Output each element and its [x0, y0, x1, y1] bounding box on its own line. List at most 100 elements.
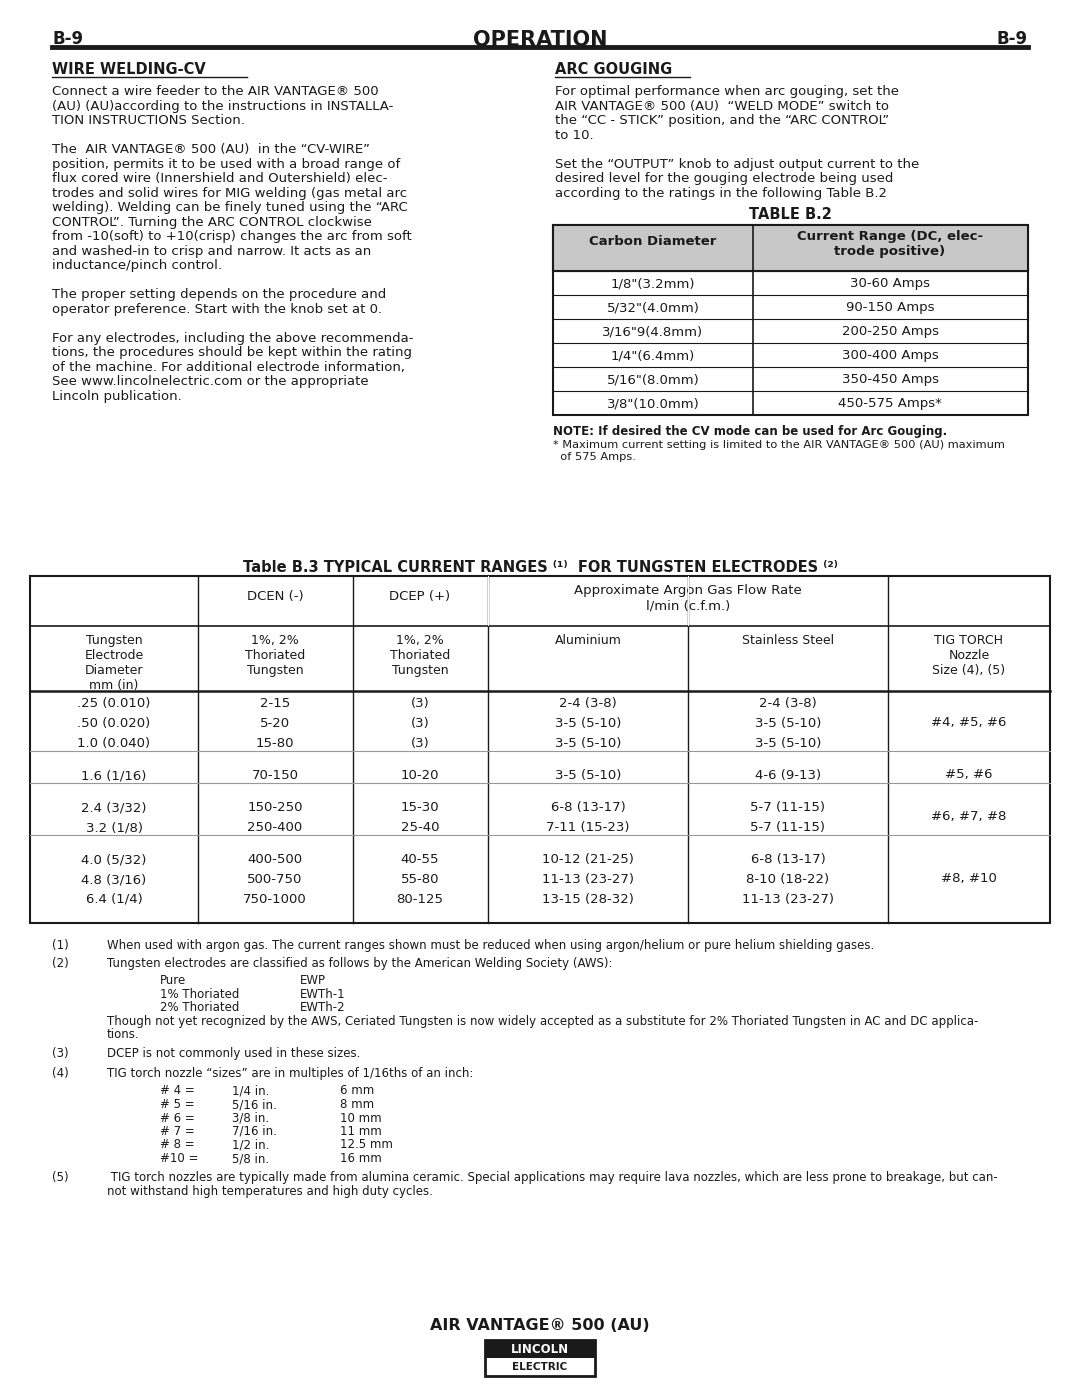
- Bar: [485, 1339, 595, 1357]
- Text: (2): (2): [52, 956, 69, 969]
- Text: 3-5 (5-10): 3-5 (5-10): [555, 718, 621, 730]
- Text: 11-13 (23-27): 11-13 (23-27): [742, 892, 834, 906]
- Text: 5/8 in.: 5/8 in.: [232, 1152, 269, 1165]
- Text: (1): (1): [52, 940, 69, 952]
- Text: Tungsten electrodes are classified as follows by the American Welding Society (A: Tungsten electrodes are classified as fo…: [107, 956, 612, 969]
- Text: WIRE WELDING-CV: WIRE WELDING-CV: [52, 62, 206, 76]
- Text: 5-7 (11-15): 5-7 (11-15): [751, 820, 825, 834]
- Text: 2.4 (3/32): 2.4 (3/32): [81, 801, 147, 813]
- Text: B-9: B-9: [52, 31, 83, 49]
- Text: ®: ®: [596, 1342, 604, 1351]
- Text: 750-1000: 750-1000: [243, 892, 307, 906]
- Text: 150-250: 150-250: [247, 801, 302, 813]
- Text: NOTE: If desired the CV mode can be used for Arc Gouging.: NOTE: If desired the CV mode can be used…: [553, 425, 947, 439]
- Text: of the machine. For additional electrode information,: of the machine. For additional electrode…: [52, 361, 405, 373]
- Text: 200-250 Amps: 200-250 Amps: [841, 325, 939, 339]
- Text: #8, #10: #8, #10: [941, 872, 997, 886]
- Text: tions, the procedures should be kept within the rating: tions, the procedures should be kept wit…: [52, 346, 411, 359]
- Text: # 5 =: # 5 =: [160, 1098, 194, 1110]
- Text: The proper setting depends on the procedure and: The proper setting depends on the proced…: [52, 287, 387, 301]
- Text: 3/8 in.: 3/8 in.: [232, 1112, 269, 1124]
- Text: See www.lincolnelectric.com or the appropriate: See www.lincolnelectric.com or the appro…: [52, 375, 368, 389]
- Text: Set the “OUTPUT” knob to adjust output current to the: Set the “OUTPUT” knob to adjust output c…: [555, 157, 919, 171]
- Text: 16 mm: 16 mm: [340, 1152, 381, 1165]
- Text: #5, #6: #5, #6: [945, 768, 993, 781]
- Text: Though not yet recognized by the AWS, Ceriated Tungsten is now widely accepted a: Though not yet recognized by the AWS, Ce…: [107, 1015, 978, 1027]
- Text: 8 mm: 8 mm: [340, 1098, 374, 1110]
- Text: tions.: tions.: [107, 1029, 139, 1041]
- Text: desired level for the gouging electrode being used: desired level for the gouging electrode …: [555, 172, 893, 185]
- Text: 1/4 in.: 1/4 in.: [232, 1084, 269, 1098]
- Text: 11 mm: 11 mm: [340, 1126, 381, 1138]
- Text: ELECTRIC: ELECTRIC: [512, 1362, 568, 1371]
- Text: AIR VANTAGE® 500 (AU)  “WELD MODE” switch to: AIR VANTAGE® 500 (AU) “WELD MODE” switch…: [555, 100, 889, 112]
- Text: 6.4 (1/4): 6.4 (1/4): [85, 892, 143, 906]
- Text: 1/4"(6.4mm): 1/4"(6.4mm): [611, 348, 696, 362]
- Text: AIR VANTAGE® 500 (AU): AIR VANTAGE® 500 (AU): [430, 1319, 650, 1332]
- Text: Stainless Steel: Stainless Steel: [742, 634, 834, 647]
- Text: Aluminium: Aluminium: [554, 634, 621, 647]
- Text: TIG torch nozzles are typically made from alumina ceramic. Special applications : TIG torch nozzles are typically made fro…: [107, 1171, 998, 1184]
- Text: 1%, 2%
Thoriated
Tungsten: 1%, 2% Thoriated Tungsten: [390, 634, 450, 677]
- Text: 2-4 (3-8): 2-4 (3-8): [559, 697, 617, 711]
- Text: 5/32"(4.0mm): 5/32"(4.0mm): [607, 301, 700, 314]
- Text: (AU) (AU)according to the instructions in INSTALLA-: (AU) (AU)according to the instructions i…: [52, 100, 393, 112]
- Text: 1% Thoriated: 1% Thoriated: [160, 987, 240, 1001]
- Text: 11-13 (23-27): 11-13 (23-27): [542, 873, 634, 886]
- Text: 2% Thoriated: 2% Thoriated: [160, 1001, 240, 1015]
- Text: DCEP (+): DCEP (+): [390, 590, 450, 602]
- Text: 13-15 (28-32): 13-15 (28-32): [542, 892, 634, 906]
- Text: 5-20: 5-20: [260, 718, 291, 730]
- Text: TIG TORCH
Nozzle
Size (4), (5): TIG TORCH Nozzle Size (4), (5): [932, 634, 1005, 677]
- Text: 3-5 (5-10): 3-5 (5-10): [755, 718, 821, 730]
- Text: 1.0 (0.040): 1.0 (0.040): [78, 737, 150, 750]
- Text: 10-20: 10-20: [401, 769, 440, 781]
- Text: Lincoln publication.: Lincoln publication.: [52, 390, 181, 403]
- Text: 3-5 (5-10): 3-5 (5-10): [555, 737, 621, 750]
- Text: # 7 =: # 7 =: [160, 1126, 194, 1138]
- Text: 400-500: 400-500: [247, 854, 302, 866]
- Text: (3): (3): [410, 718, 430, 730]
- Text: ARC GOUGING: ARC GOUGING: [555, 62, 672, 76]
- Text: (4): (4): [52, 1067, 69, 1080]
- Text: 500-750: 500-750: [247, 873, 302, 886]
- Text: EWP: EWP: [300, 974, 326, 987]
- Text: 4-6 (9-13): 4-6 (9-13): [755, 769, 821, 781]
- Text: * Maximum current setting is limited to the AIR VANTAGE® 500 (AU) maximum
  of 5: * Maximum current setting is limited to …: [553, 440, 1004, 462]
- Text: TIG torch nozzle “sizes” are in multiples of 1/16ths of an inch:: TIG torch nozzle “sizes” are in multiple…: [107, 1067, 473, 1080]
- Text: 55-80: 55-80: [401, 873, 440, 886]
- Text: 3/8"(10.0mm): 3/8"(10.0mm): [607, 397, 700, 409]
- Text: 5-7 (11-15): 5-7 (11-15): [751, 801, 825, 813]
- Text: 1/8"(3.2mm): 1/8"(3.2mm): [611, 278, 696, 290]
- Text: .50 (0.020): .50 (0.020): [78, 718, 150, 730]
- Text: # 6 =: # 6 =: [160, 1112, 194, 1124]
- Text: trodes and solid wires for MIG welding (gas metal arc: trodes and solid wires for MIG welding (…: [52, 186, 407, 200]
- Text: 7-11 (15-23): 7-11 (15-23): [546, 820, 630, 834]
- Text: # 8 =: # 8 =: [160, 1138, 194, 1152]
- Text: DCEP is not commonly used in these sizes.: DCEP is not commonly used in these sizes…: [107, 1048, 361, 1060]
- Text: 70-150: 70-150: [252, 769, 298, 781]
- Bar: [553, 225, 1028, 271]
- Text: EWTh-1: EWTh-1: [300, 987, 346, 1001]
- Text: 3-5 (5-10): 3-5 (5-10): [555, 769, 621, 781]
- Text: 10 mm: 10 mm: [340, 1112, 381, 1124]
- Text: (3): (3): [410, 737, 430, 750]
- Text: For optimal performance when arc gouging, set the: For optimal performance when arc gouging…: [555, 85, 899, 99]
- Text: When used with argon gas. The current ranges shown must be reduced when using ar: When used with argon gas. The current ra…: [107, 940, 874, 952]
- Text: #10 =: #10 =: [160, 1152, 199, 1165]
- Text: from -10(soft) to +10(crisp) changes the arc from soft: from -10(soft) to +10(crisp) changes the…: [52, 230, 411, 243]
- Text: 7/16 in.: 7/16 in.: [232, 1126, 276, 1138]
- Text: (3): (3): [52, 1048, 69, 1060]
- Text: CONTROL”. Turning the ARC CONTROL clockwise: CONTROL”. Turning the ARC CONTROL clockw…: [52, 215, 372, 229]
- Text: 15-30: 15-30: [401, 801, 440, 813]
- Text: DCEN (-): DCEN (-): [246, 590, 303, 602]
- Text: 12.5 mm: 12.5 mm: [340, 1138, 393, 1152]
- Text: (5): (5): [52, 1171, 69, 1184]
- Text: #6, #7, #8: #6, #7, #8: [931, 811, 1007, 823]
- Text: Table B.3 TYPICAL CURRENT RANGES ⁽¹⁾  FOR TUNGSTEN ELECTRODES ⁽²⁾: Table B.3 TYPICAL CURRENT RANGES ⁽¹⁾ FOR…: [243, 559, 837, 575]
- Text: 3-5 (5-10): 3-5 (5-10): [755, 737, 821, 750]
- Text: not withstand high temperatures and high duty cycles.: not withstand high temperatures and high…: [107, 1185, 433, 1198]
- Bar: [30, 576, 1050, 923]
- Text: operator preference. Start with the knob set at 0.: operator preference. Start with the knob…: [52, 303, 382, 315]
- Text: 250-400: 250-400: [247, 820, 302, 834]
